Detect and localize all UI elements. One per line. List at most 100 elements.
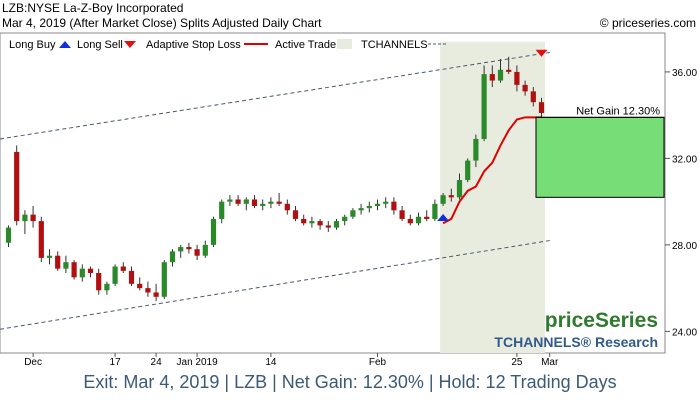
- candle: [14, 145, 20, 226]
- candle-body: [169, 251, 176, 263]
- x-tick-label: 25: [511, 357, 523, 368]
- candle-body: [440, 195, 446, 204]
- buy-marker-icon: [437, 213, 450, 221]
- net-gain-label: Net Gain 12.30%: [576, 105, 660, 117]
- candle: [227, 195, 233, 206]
- y-tick-label: 28.00: [672, 241, 697, 252]
- y-axis: 36.00 32.00 28.00 24.00: [665, 68, 697, 338]
- candle-body: [391, 201, 397, 211]
- candle-body: [317, 221, 323, 226]
- channel-lower-line: [0, 240, 550, 330]
- legend-active-trade: Active Trade: [275, 39, 336, 51]
- candle: [448, 188, 454, 202]
- candle-body: [243, 199, 249, 204]
- candle: [530, 87, 536, 107]
- candle: [120, 262, 126, 273]
- candle: [350, 208, 356, 219]
- sell-marker-icon: [535, 49, 548, 57]
- candle-body: [399, 210, 405, 219]
- candle: [194, 244, 200, 261]
- stop-loss-line: [442, 116, 542, 225]
- candle: [112, 264, 118, 286]
- y-tick-label: 32.00: [672, 154, 697, 165]
- legend-adaptive-stop: Adaptive Stop Loss: [146, 39, 241, 51]
- candle: [292, 205, 299, 222]
- candle: [301, 214, 307, 226]
- candle-body: [514, 71, 520, 85]
- y-tick-label: 36.00: [672, 68, 697, 79]
- candle-body: [292, 210, 299, 219]
- candle: [178, 244, 184, 258]
- x-tick-label: Mar: [541, 357, 559, 368]
- candle: [55, 251, 61, 271]
- chart-title: LZB:NYSE La-Z-Boy Incorporated: [2, 1, 184, 15]
- candle-body: [153, 292, 159, 297]
- candle: [424, 210, 430, 222]
- candle-body: [268, 201, 274, 204]
- x-tick-label: Jan 2019: [177, 357, 219, 368]
- candle: [210, 216, 217, 248]
- candle: [38, 216, 44, 263]
- candle-body: [71, 262, 77, 278]
- candle: [145, 281, 151, 297]
- legend-tchannels: TCHANNELS: [361, 39, 428, 51]
- candle: [432, 199, 438, 222]
- candle-body: [96, 273, 102, 291]
- candle-body: [383, 201, 389, 204]
- candle-body: [186, 247, 192, 250]
- x-tick-label: Feb: [369, 357, 387, 368]
- candle-body: [366, 205, 372, 209]
- candle-body: [415, 216, 422, 224]
- candle: [219, 199, 225, 224]
- candle: [391, 197, 397, 215]
- candle-body: [210, 218, 217, 245]
- candle-body: [30, 214, 36, 222]
- candle-body: [219, 201, 225, 219]
- candle: [465, 158, 471, 183]
- candle-body: [465, 160, 471, 181]
- candle: [415, 212, 422, 226]
- candle: [87, 266, 94, 278]
- candle: [522, 80, 528, 96]
- candle: [30, 205, 36, 228]
- candle-body: [407, 218, 413, 224]
- sell-arrow-icon: [124, 41, 136, 48]
- candle-body: [14, 151, 20, 222]
- candle: [497, 58, 504, 83]
- candle-body: [333, 221, 340, 228]
- chart-legend: Long Buy Long Sell Adaptive Stop Loss Ac…: [9, 39, 448, 51]
- active-trade-swatch: [337, 39, 352, 49]
- candle-body: [374, 203, 381, 206]
- candle: [325, 221, 331, 232]
- candle-body: [120, 266, 126, 271]
- watermark-research: TCHANNELS® Research: [494, 334, 658, 350]
- channel-upper-line: [0, 51, 550, 140]
- candle-body: [137, 283, 143, 289]
- candle: [128, 266, 135, 286]
- buy-arrow-icon: [59, 41, 71, 48]
- candle-body: [161, 262, 167, 297]
- candle: [63, 255, 69, 273]
- copyright-label: © priceseries.com: [599, 16, 696, 30]
- y-tick-label: 24.00: [672, 327, 697, 338]
- candle: [358, 203, 364, 215]
- candle: [284, 199, 290, 215]
- candle: [22, 210, 28, 235]
- legend-long-sell: Long Sell: [77, 39, 123, 51]
- candle-body: [473, 138, 479, 161]
- candle: [383, 197, 389, 209]
- candle-body: [128, 270, 135, 284]
- x-tick-label: 17: [110, 357, 122, 368]
- candle-body: [489, 74, 495, 81]
- candle: [104, 281, 110, 295]
- candle: [251, 195, 258, 209]
- candle: [5, 225, 12, 248]
- candle: [276, 193, 282, 206]
- candle-body: [284, 203, 290, 211]
- candle: [333, 218, 340, 230]
- candle-body: [260, 203, 266, 206]
- candle: [374, 199, 381, 211]
- candle: [161, 260, 167, 299]
- candle: [186, 242, 192, 254]
